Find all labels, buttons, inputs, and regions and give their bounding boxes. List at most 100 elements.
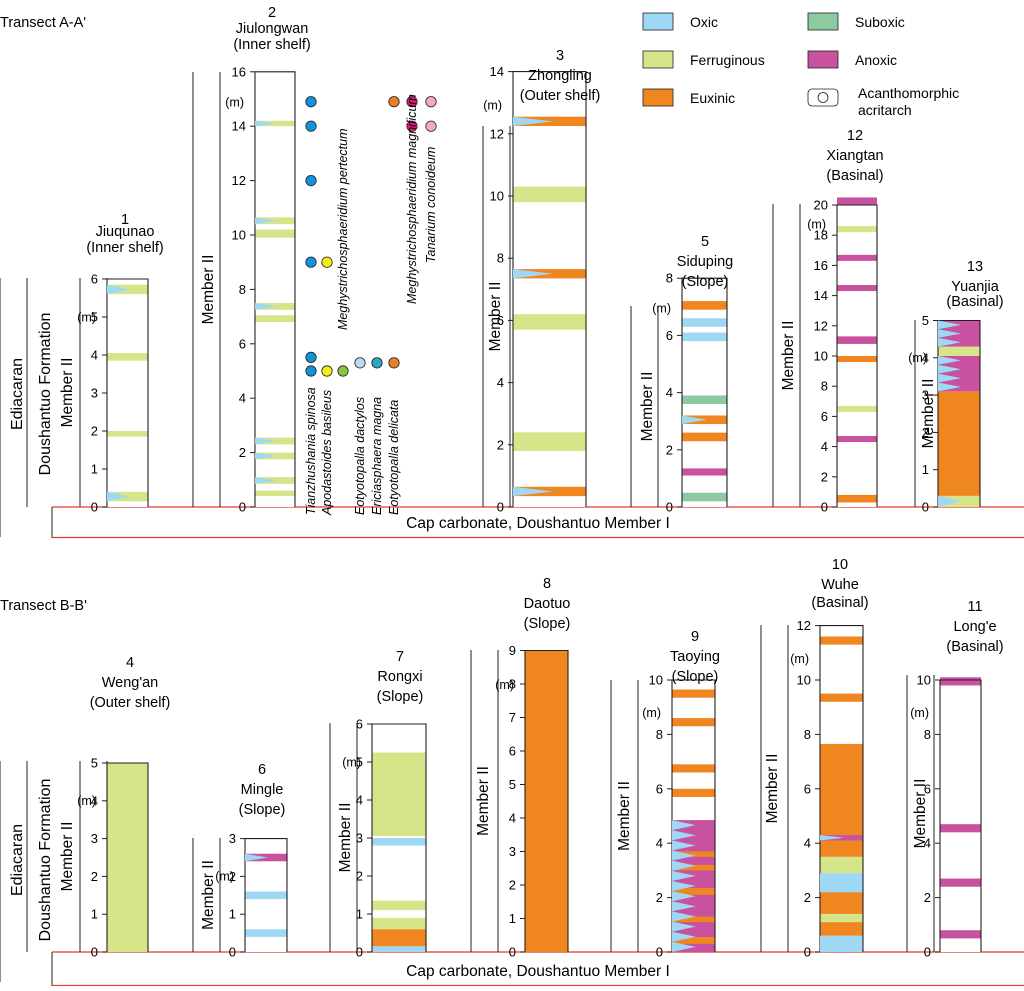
axis-tick-label: 0 bbox=[91, 945, 98, 960]
axis-tick-label: 0 bbox=[509, 945, 516, 960]
axis-tick-label: 1 bbox=[91, 907, 98, 922]
axis-tick-label: 12 bbox=[232, 173, 246, 188]
legend-label-oxic: Oxic bbox=[690, 14, 718, 30]
section-name: Zhongling bbox=[528, 68, 592, 84]
axis-tick-label: 4 bbox=[91, 793, 98, 808]
member-label: Member II bbox=[487, 282, 504, 352]
acritarch-occurrence-icon bbox=[371, 357, 383, 369]
facies-band-ferruginous bbox=[837, 405, 877, 412]
axis-tick-label: 0 bbox=[656, 945, 663, 960]
facies-band-ferruginous bbox=[837, 226, 877, 233]
acritarch-occurrence-icon bbox=[305, 96, 317, 108]
facies-band-ferruginous bbox=[255, 229, 295, 238]
oxic-interfinger bbox=[820, 935, 844, 952]
oxic-interfinger bbox=[107, 284, 130, 295]
oxic-interfinger bbox=[255, 437, 277, 445]
oxic-interfinger bbox=[255, 452, 277, 460]
axis-tick-label: 2 bbox=[804, 890, 811, 905]
axis-unit-label: (m) bbox=[215, 870, 234, 884]
legend-label-acritarch-2: acritarch bbox=[858, 102, 912, 118]
section-rongxi bbox=[329, 723, 427, 953]
axis-tick-label: 2 bbox=[821, 469, 828, 484]
axis-tick-label: 8 bbox=[804, 727, 811, 742]
axis-tick-label: 3 bbox=[91, 831, 98, 846]
axis-tick-label: 2 bbox=[666, 442, 673, 457]
section-wengan bbox=[79, 761, 149, 953]
member-label: Member II bbox=[200, 255, 217, 325]
axis-tick-label: 0 bbox=[356, 945, 363, 960]
axis-tick-label: 6 bbox=[924, 781, 931, 796]
facies-band-ferruginous bbox=[938, 346, 980, 356]
axis-unit-label: (m) bbox=[642, 706, 661, 720]
axis-unit-label: (m) bbox=[342, 755, 361, 769]
column-outline bbox=[937, 319, 981, 507]
axis-tick-label: 10 bbox=[814, 349, 828, 364]
facies-band-euxinic bbox=[672, 718, 715, 727]
axis-tick-label: 1 bbox=[922, 462, 929, 477]
section-setting: (Slope) bbox=[524, 616, 571, 632]
member-label: Member II bbox=[59, 822, 76, 892]
interfinger-wedge bbox=[938, 355, 962, 365]
axis-tick-label: 1 bbox=[509, 911, 516, 926]
member-label: Member II bbox=[59, 358, 76, 428]
axis-tick-label: 8 bbox=[924, 727, 931, 742]
oxic-interfinger bbox=[938, 320, 962, 347]
facies-band-anoxic bbox=[837, 436, 877, 443]
interfinger-wedge bbox=[672, 931, 696, 942]
facies-band-euxinic bbox=[682, 432, 727, 442]
oxic-interfinger bbox=[255, 120, 277, 127]
facies-band-euxinic bbox=[820, 743, 863, 836]
member-label: Member II bbox=[920, 379, 937, 449]
interfinger-wedge bbox=[672, 860, 696, 871]
oxic-interfinger bbox=[255, 477, 277, 484]
facies-band-euxinic bbox=[837, 494, 877, 503]
section-name: Weng'an bbox=[102, 675, 159, 691]
legend-label-euxinic: Euxinic bbox=[690, 90, 735, 106]
axis-tick-label: 12 bbox=[797, 618, 811, 633]
axis-unit-label: (m) bbox=[77, 794, 96, 808]
interfinger-wedge bbox=[255, 303, 277, 310]
section-setting: (Slope) bbox=[672, 669, 719, 685]
axis-tick-label: 2 bbox=[924, 890, 931, 905]
interfinger-wedge bbox=[672, 820, 696, 831]
axis-tick-label: 4 bbox=[509, 811, 516, 826]
facies-band-euxinic bbox=[820, 840, 863, 857]
interfinger-wedge bbox=[820, 943, 844, 952]
interfinger-wedge bbox=[820, 882, 844, 893]
axis-tick-label: 4 bbox=[666, 385, 673, 400]
interfinger-wedge bbox=[255, 452, 277, 460]
section-siduping bbox=[630, 277, 728, 508]
axis-tick-label: 6 bbox=[91, 272, 98, 287]
column-outline bbox=[512, 71, 587, 507]
column-fill bbox=[940, 680, 981, 952]
interfinger-wedge bbox=[672, 850, 696, 861]
axis-tick-label: 8 bbox=[656, 727, 663, 742]
acritarch-occurrence-icon bbox=[321, 256, 333, 268]
interfinger-wedge bbox=[820, 873, 844, 883]
axis-tick-label: 2 bbox=[91, 869, 98, 884]
section-name: Jiulongwan bbox=[236, 21, 309, 37]
interfinger-wedge bbox=[255, 120, 277, 127]
acritarch-species-label: Meghystrichosphaeridium pertectum bbox=[336, 129, 350, 330]
section-setting: (Outer shelf) bbox=[90, 695, 171, 711]
oxic-interfinger bbox=[682, 415, 707, 425]
section-name: Xiangtan bbox=[826, 148, 883, 164]
section-name: Mingle bbox=[241, 782, 284, 798]
section-number: 9 bbox=[691, 629, 699, 645]
section-number: 4 bbox=[126, 655, 134, 671]
column-fill bbox=[255, 71, 295, 508]
interfinger-wedge bbox=[672, 830, 696, 841]
axis-tick-label: 3 bbox=[229, 831, 236, 846]
axis-tick-label: 0 bbox=[821, 500, 828, 515]
axis-tick-label: 4 bbox=[804, 836, 811, 851]
interfinger-wedge bbox=[672, 880, 696, 892]
column-outline bbox=[524, 649, 569, 952]
legend-label-suboxic: Suboxic bbox=[855, 14, 905, 30]
facies-band-ferruginous bbox=[513, 432, 586, 452]
interfinger-wedge bbox=[938, 337, 962, 347]
oxic-interfinger bbox=[513, 486, 554, 497]
interfinger-wedge bbox=[938, 382, 962, 392]
axis-tick-label: 0 bbox=[497, 500, 504, 515]
axis-tick-label: 6 bbox=[804, 781, 811, 796]
